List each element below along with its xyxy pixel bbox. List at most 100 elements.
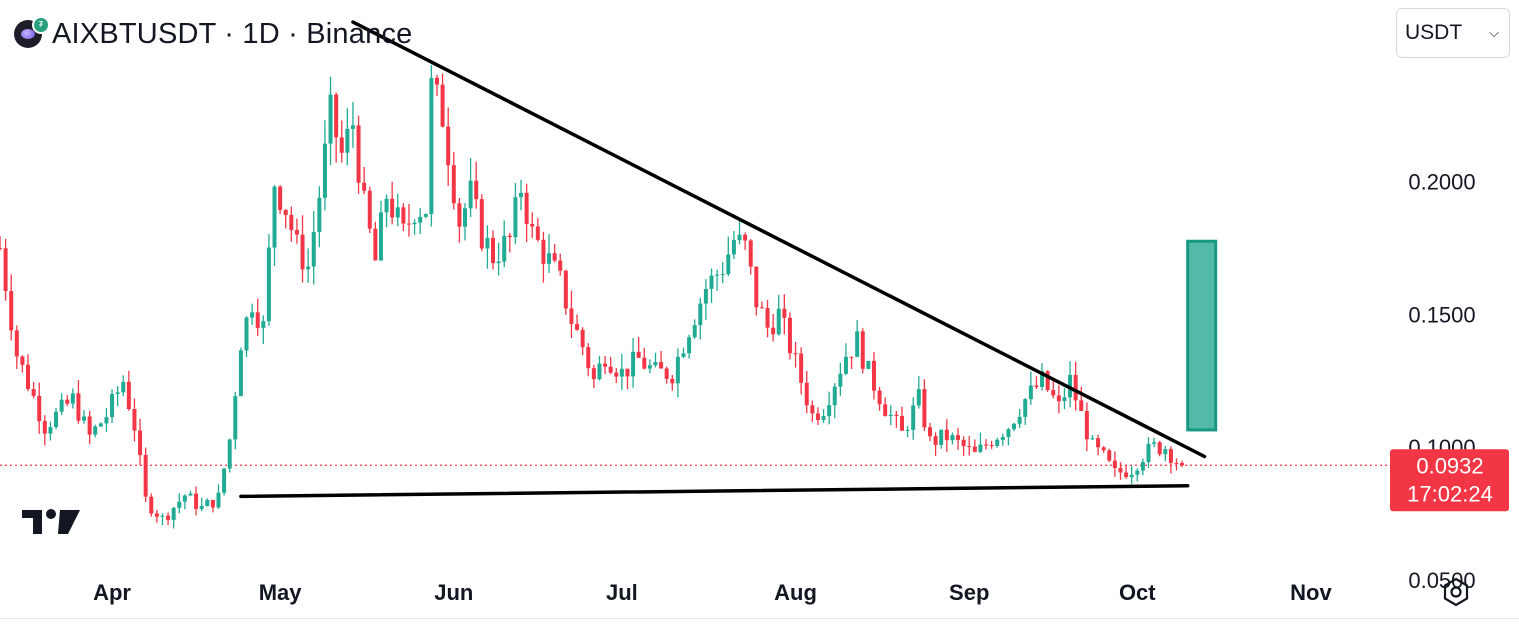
support-line[interactable] [239,483,1190,499]
candle [216,484,221,509]
candle [726,236,731,277]
currency-select[interactable]: USDT ⌵ [1396,8,1510,58]
candle [580,327,585,356]
candle [283,209,288,229]
candle [928,422,932,442]
candle [524,183,529,243]
candle [748,239,753,275]
candle [575,314,580,331]
candle [541,231,546,283]
candle [1163,445,1168,462]
candle [743,232,748,251]
candle [1062,387,1067,410]
candle [1079,386,1084,412]
candle [93,424,98,438]
candle [48,421,53,441]
candle [289,206,294,242]
candle [866,360,871,370]
x-tick-label: Jul [606,580,638,605]
candle [194,486,199,516]
descending-trendline[interactable] [351,20,1207,459]
candle [636,337,641,359]
candle [916,376,921,409]
candle [1000,433,1005,446]
candle [227,438,232,473]
candle [328,76,333,165]
candle [698,297,703,340]
candle [1028,371,1033,405]
candle [1135,468,1140,482]
y-tick-label: 0.2000 [1408,169,1475,194]
candle [37,382,42,434]
candle [888,405,893,426]
candle [513,183,518,245]
candle [345,108,350,166]
candle [681,347,686,359]
candle [922,379,927,432]
candle [14,325,19,369]
candle [535,218,540,242]
candle [911,397,916,440]
candle [244,316,249,357]
candle [82,410,87,424]
candle [821,409,826,424]
candle [687,334,692,359]
candle [373,221,378,261]
candle [1124,464,1129,479]
candle [642,347,647,370]
candle [0,236,2,251]
candle [552,244,557,263]
candle [306,248,311,283]
target-box[interactable] [1186,239,1218,432]
candle [115,386,120,406]
candle [625,368,630,390]
candle [759,301,764,309]
candle [412,219,417,235]
candle [390,181,395,225]
candle [1040,363,1045,391]
chart-header: ₮ AIXBTUSDT · 1D · Binance [14,14,412,54]
y-tick-label: 0.1500 [1408,302,1475,327]
candle [989,440,994,449]
candle [1051,380,1056,399]
candle [877,386,882,411]
candle [860,328,865,374]
candle [1045,370,1050,392]
settings-icon[interactable] [1440,576,1472,608]
candle [76,380,81,424]
candle [199,497,204,512]
candle [182,494,187,510]
candle [350,101,355,148]
candle [547,234,552,273]
candle [272,184,277,267]
candle [479,194,484,252]
candle [894,410,899,428]
candle [406,203,411,237]
candle [664,366,669,384]
candle [703,279,708,320]
candle [401,203,406,232]
candle [463,203,467,241]
candle [1168,446,1173,474]
candle [670,375,675,391]
candle [154,509,159,523]
x-tick-label: May [259,580,303,605]
candle [720,261,725,284]
x-tick-label: Jun [434,580,473,605]
candle [1146,437,1151,468]
candle [294,218,299,244]
candle [933,432,938,457]
candle [126,370,131,411]
candle [485,225,490,269]
x-tick-label: Nov [1290,580,1332,605]
x-tick-label: Apr [93,580,131,605]
candle [967,436,972,456]
candle [110,389,115,423]
candle [1090,434,1095,440]
candle [491,230,496,270]
candle [205,498,210,507]
candle [1129,465,1134,485]
candle [1180,460,1185,467]
candle [222,467,227,496]
